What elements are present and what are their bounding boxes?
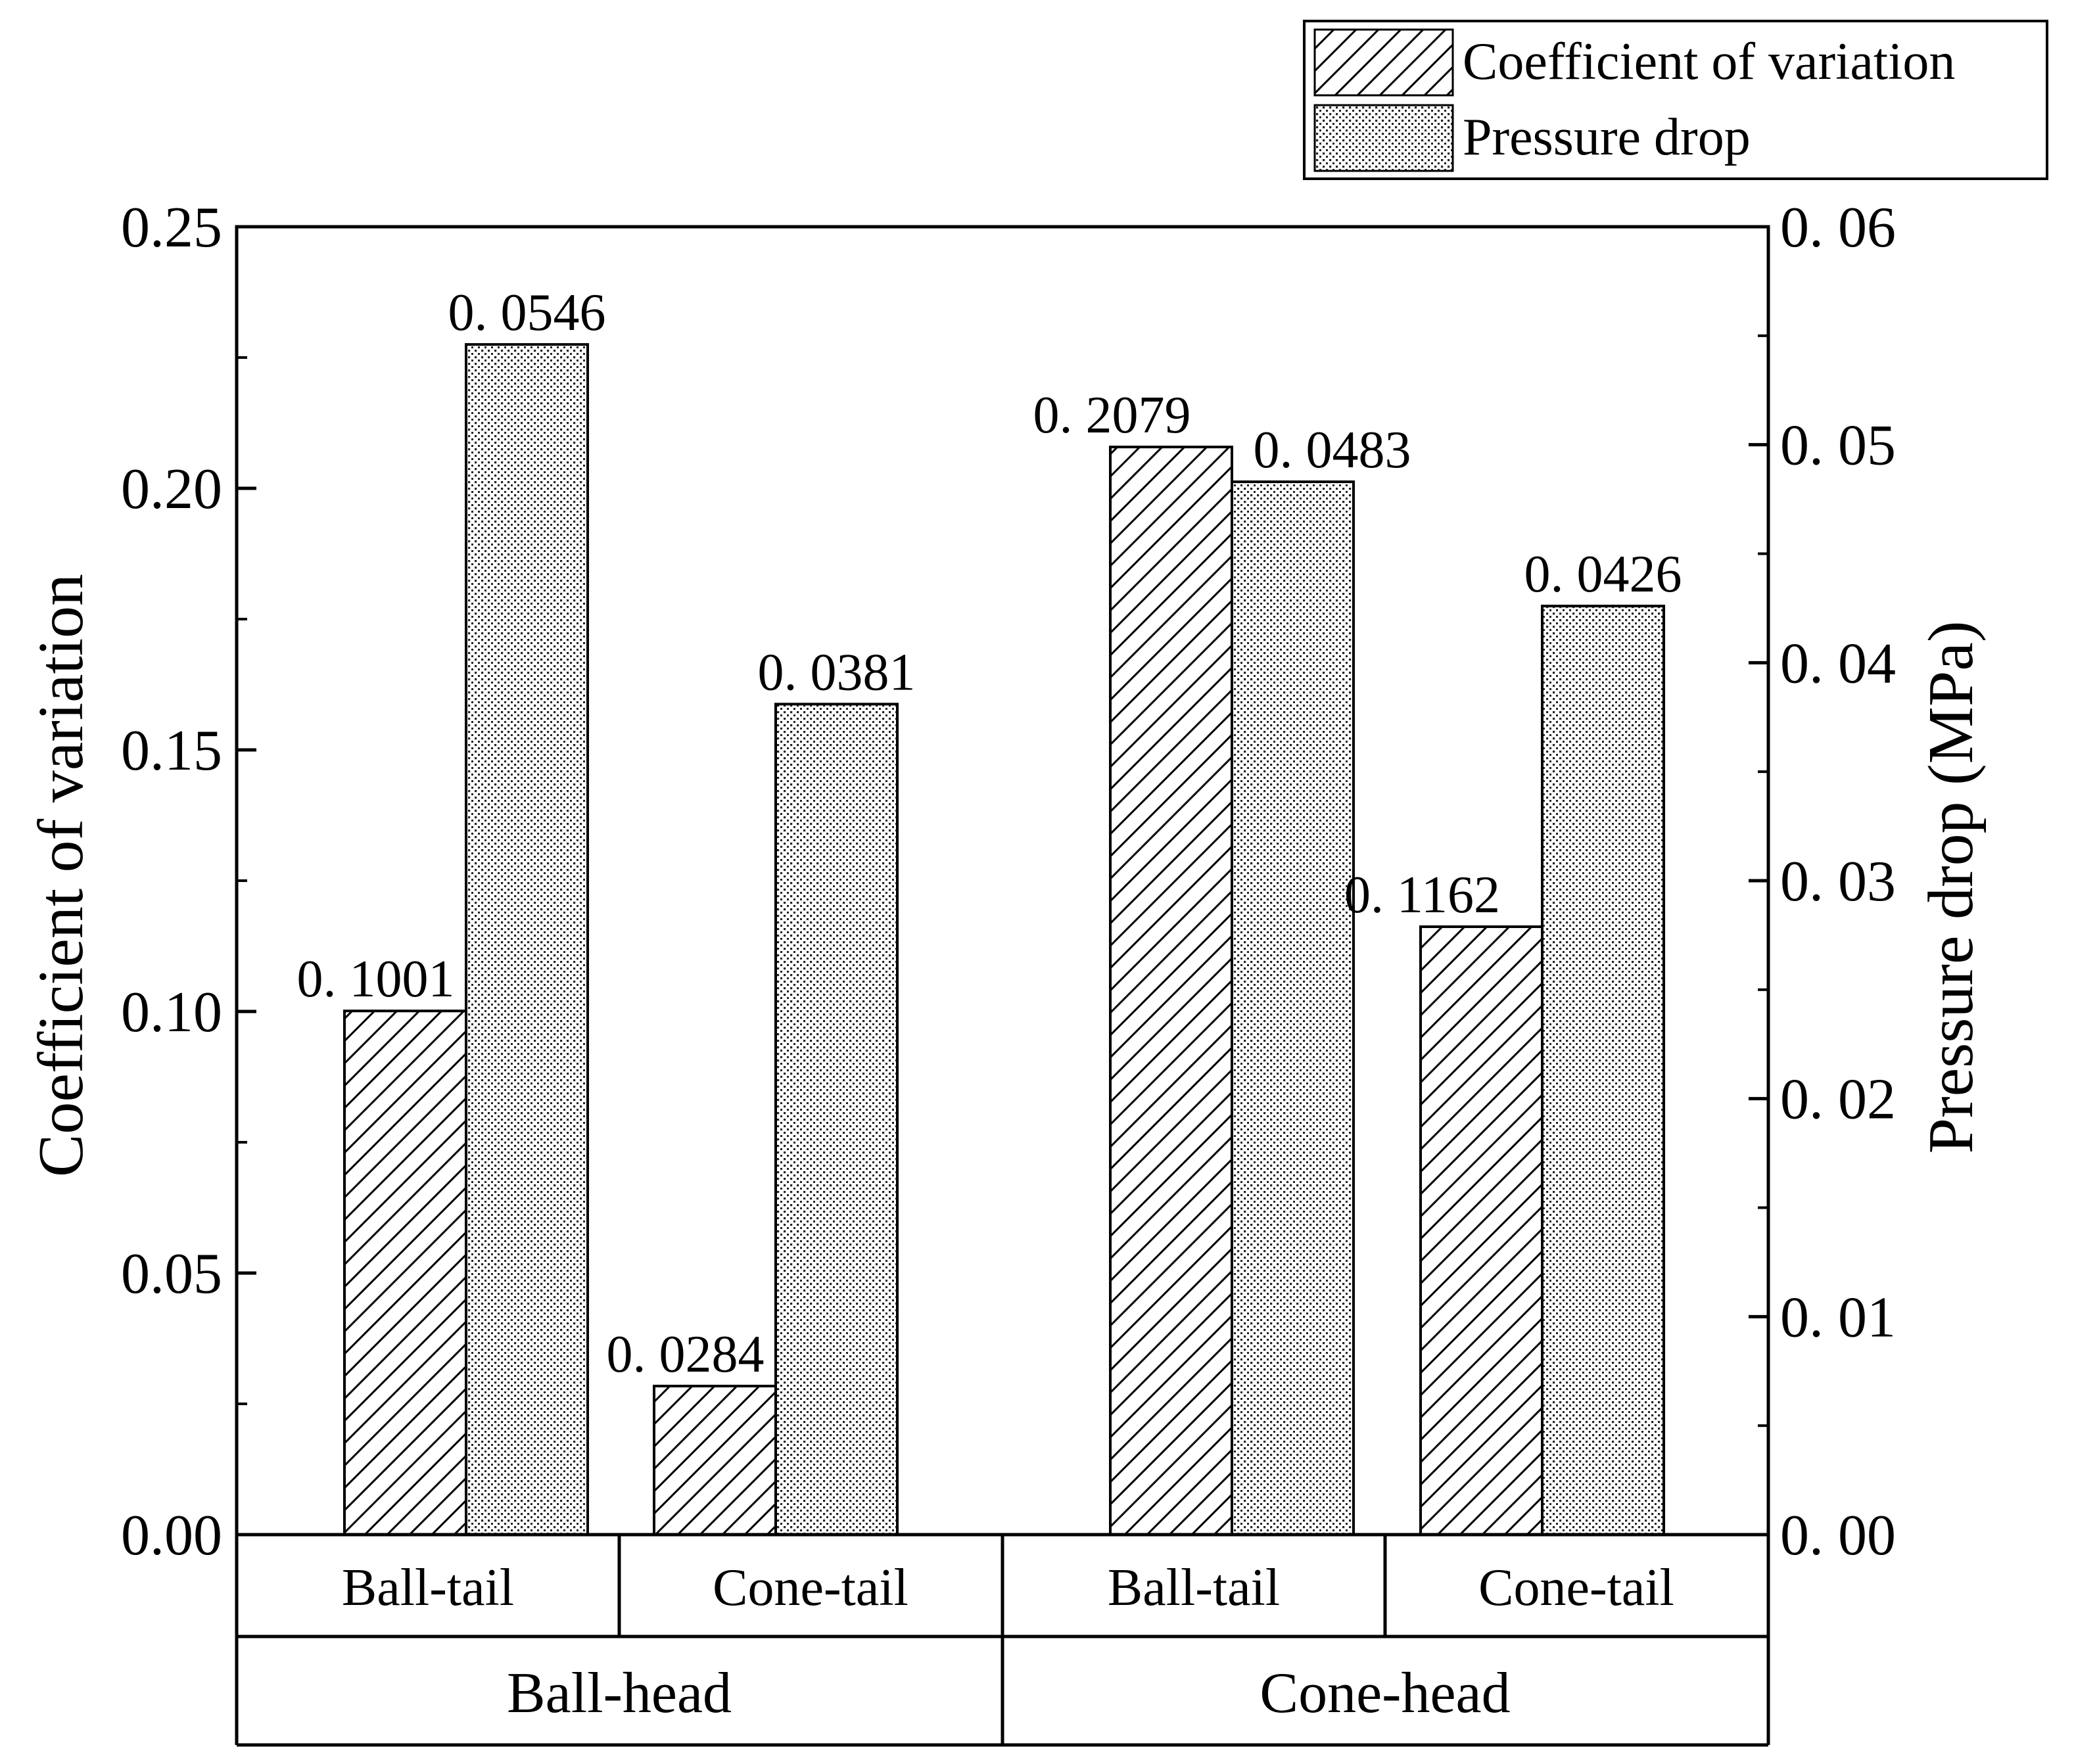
bars bbox=[343, 343, 1665, 1537]
category-label-cone-head-ball-tail: Ball-tail bbox=[1108, 1559, 1280, 1617]
y2-tick-label: 0. 05 bbox=[1780, 414, 1896, 478]
category-table bbox=[235, 1535, 1770, 1747]
category-label-cone-head-cone-tail: Cone-tail bbox=[1478, 1559, 1674, 1617]
y2-axis-title: Pressure drop (MPa) bbox=[1916, 620, 1987, 1153]
y-axis-title: Coefficient of variation bbox=[26, 574, 97, 1177]
data-label-pressure-2: 0. 0483 bbox=[1254, 421, 1411, 479]
legend: Coefficient of variation Pressure drop bbox=[1303, 20, 2048, 180]
data-labels: 0. 1001 0. 0284 0. 2079 0. 1162 0. 0546 0. 03… bbox=[297, 284, 1682, 1383]
data-label-coefficient-2: 0. 2079 bbox=[1033, 386, 1191, 444]
category-label-ball-head-ball-tail: Ball-tail bbox=[342, 1559, 514, 1617]
data-label-coefficient-1: 0. 0284 bbox=[607, 1326, 765, 1383]
y2-tick-label: 0. 00 bbox=[1780, 1504, 1896, 1567]
bar-coefficient-2 bbox=[1109, 446, 1233, 1537]
data-label-pressure-1: 0. 0381 bbox=[758, 643, 916, 701]
y2-tick-label: 0. 04 bbox=[1780, 632, 1896, 695]
data-label-pressure-3: 0. 0426 bbox=[1524, 545, 1682, 603]
bar-pressure-1 bbox=[774, 703, 899, 1536]
y2-tick-label: 0. 06 bbox=[1780, 196, 1896, 260]
data-label-coefficient-3: 0. 1162 bbox=[1344, 866, 1500, 924]
bar-coefficient-3 bbox=[1419, 925, 1544, 1536]
data-label-pressure-0: 0. 0546 bbox=[448, 284, 606, 342]
bar-pressure-3 bbox=[1541, 605, 1665, 1536]
y-tick-label: 0.05 bbox=[121, 1242, 222, 1306]
y-tick-label: 0.10 bbox=[121, 981, 222, 1044]
y2-tick-label: 0. 03 bbox=[1780, 850, 1896, 914]
group-label-cone-head: Cone-head bbox=[1260, 1661, 1510, 1725]
legend-label-pressure: Pressure drop bbox=[1463, 108, 1751, 166]
ticks: 0.00 0.05 0.10 0.15 0.20 0.25 0. 00 0. 01 0. 02 0… bbox=[121, 196, 1896, 1567]
y-tick-label: 0.15 bbox=[121, 719, 222, 783]
y2-tick-label: 0. 01 bbox=[1780, 1286, 1896, 1349]
group-label-ball-head: Ball-head bbox=[507, 1661, 732, 1725]
y-tick-label: 0.20 bbox=[121, 457, 222, 521]
legend-label-coefficient: Coefficient of variation bbox=[1463, 33, 1955, 91]
bar-coefficient-0 bbox=[343, 1010, 467, 1536]
legend-swatch-pressure bbox=[1313, 104, 1454, 172]
category-label-ball-head-cone-tail: Cone-tail bbox=[713, 1559, 908, 1617]
bar-pressure-0 bbox=[465, 343, 589, 1536]
y2-tick-label: 0. 02 bbox=[1780, 1068, 1896, 1132]
bar-pressure-2 bbox=[1231, 480, 1355, 1536]
data-label-coefficient-0: 0. 1001 bbox=[297, 950, 455, 1008]
legend-swatch-coefficient bbox=[1313, 28, 1454, 97]
bar-coefficient-1 bbox=[653, 1384, 777, 1537]
y-tick-label: 0.00 bbox=[121, 1504, 222, 1567]
y-tick-label: 0.25 bbox=[121, 196, 222, 260]
